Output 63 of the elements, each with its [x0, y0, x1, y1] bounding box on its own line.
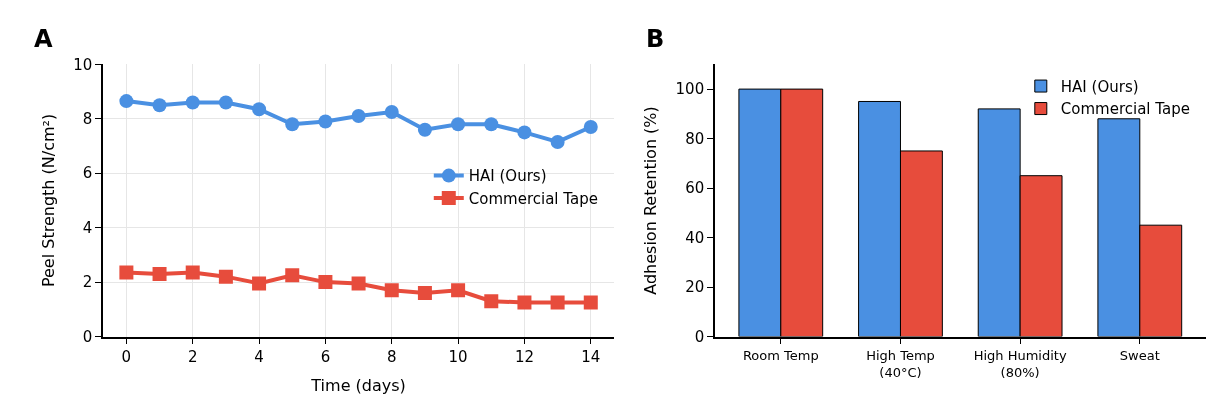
x-tick-label: 0 — [121, 348, 132, 367]
y-tick-label: 100 — [675, 80, 705, 99]
point — [351, 109, 366, 124]
legend-label: Commercial Tape — [1060, 100, 1190, 119]
y-tick-label: 80 — [685, 129, 705, 148]
point — [583, 295, 598, 310]
y-tick-label: 20 — [685, 278, 705, 297]
point — [384, 104, 399, 119]
point — [550, 134, 565, 149]
x-tick-label: 12 — [514, 348, 534, 367]
y-tick-label: 8 — [82, 110, 93, 129]
y-tick-label: 6 — [82, 164, 93, 183]
x-tick-label: Room Temp — [742, 347, 819, 363]
y-tick-label: 2 — [82, 273, 93, 292]
point — [285, 268, 300, 283]
point — [218, 269, 233, 284]
y-tick-label: 0 — [82, 327, 93, 346]
x-tick-label: Sweat — [1119, 347, 1160, 363]
point — [252, 102, 267, 117]
point — [252, 276, 267, 291]
point — [119, 265, 134, 280]
point — [218, 95, 233, 110]
chart-title: B — [646, 25, 665, 53]
x-tick-label: 10 — [448, 348, 468, 367]
x-tick-label: High Temp (40°C) — [866, 347, 935, 380]
legend-label: Commercial Tape — [468, 189, 598, 208]
point — [185, 95, 200, 110]
y-tick-label: 40 — [685, 228, 705, 247]
point — [451, 117, 466, 132]
x-tick-label: 14 — [581, 348, 601, 367]
point — [351, 276, 366, 291]
point — [318, 275, 333, 290]
x-tick-label: 8 — [386, 348, 397, 367]
x-tick-label: 2 — [187, 348, 198, 367]
legend-label: HAI (Ours) — [1060, 77, 1139, 96]
point — [318, 114, 333, 129]
y-axis-title: Adhesion Retention (%) — [640, 106, 660, 295]
point — [484, 117, 499, 132]
x-tick-label: 6 — [320, 348, 331, 367]
point — [583, 119, 598, 134]
point — [517, 125, 532, 140]
point — [550, 295, 565, 310]
y-tick-label: 60 — [685, 179, 705, 198]
y-tick-label: 0 — [694, 327, 705, 346]
y-tick-label: 4 — [82, 218, 93, 237]
point — [152, 98, 167, 113]
point — [185, 265, 200, 280]
point — [384, 283, 399, 298]
point — [484, 294, 499, 309]
x-tick-label: 4 — [254, 348, 264, 367]
x-tick-label: High Humidity (80%) — [973, 347, 1067, 380]
point — [451, 283, 466, 298]
legend-label: HAI (Ours) — [468, 167, 547, 186]
point — [119, 94, 134, 109]
point — [152, 266, 167, 281]
x-axis-title: Time (days) — [310, 376, 406, 396]
point — [417, 122, 432, 137]
chart-title: A — [34, 25, 53, 53]
point — [285, 117, 300, 132]
point — [517, 295, 532, 310]
point — [417, 285, 432, 300]
y-axis-title: Peel Strength (N/cm²) — [38, 113, 58, 288]
y-tick-label: 10 — [73, 55, 93, 74]
